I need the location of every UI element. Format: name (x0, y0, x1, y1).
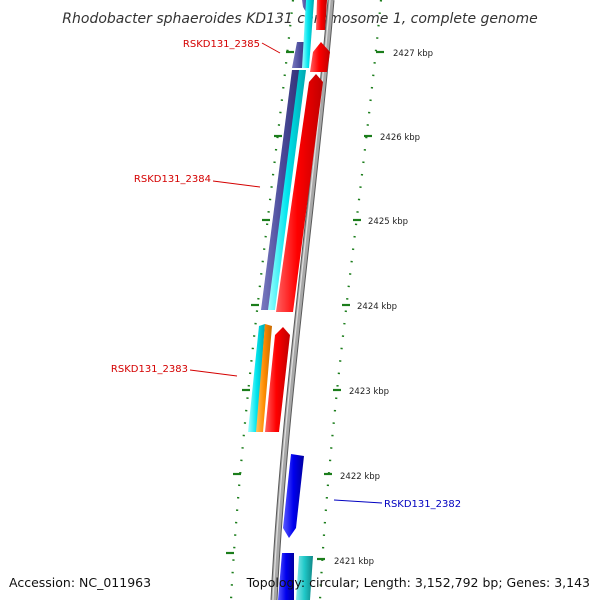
gene-label-rskd131-2382[interactable]: RSKD131_2382 (384, 499, 461, 510)
gene-rskd131-2385-red[interactable] (310, 42, 330, 72)
gene-forward-top-stub[interactable] (316, 0, 327, 30)
leader-line-2384 (212, 180, 261, 188)
scale-label-2426: 2426 kbp (380, 133, 420, 143)
map-title: Rhodobacter sphaeroides KD131 chromosome… (62, 11, 537, 27)
gene-rskd131-2383-orange[interactable] (256, 324, 272, 432)
scale-label-2422: 2422 kbp (340, 472, 380, 482)
leader-line-2383 (189, 369, 238, 377)
topology-text: Topology: circular; Length: 3,152,792 bp… (246, 575, 590, 590)
gene-rskd131-2384-red[interactable] (276, 74, 323, 312)
scale-label-2427: 2427 kbp (393, 49, 433, 59)
reverse-strand-genes (248, 0, 314, 600)
gene-label-rskd131-2383[interactable]: RSKD131_2383 (111, 364, 188, 375)
outer-tick-ring (318, 0, 383, 600)
accession-text: Accession: NC_011963 (9, 575, 151, 590)
gene-bottom-teal[interactable] (296, 556, 313, 600)
scale-label-2424: 2424 kbp (357, 302, 397, 312)
scale-label-2425: 2425 kbp (368, 217, 408, 227)
scale-labels: 2427 kbp 2426 kbp 2425 kbp 2424 kbp 2423… (334, 49, 433, 567)
gene-rskd131-2383-red[interactable] (265, 327, 290, 432)
leader-line-2382 (333, 499, 383, 504)
gene-rskd131-2383-cyan[interactable] (248, 324, 265, 432)
gene-label-rskd131-2385[interactable]: RSKD131_2385 (183, 39, 260, 50)
gene-rskd131-2382-blue[interactable] (283, 454, 304, 538)
forward-strand-genes (265, 0, 330, 538)
gene-rskd131-2385-cyan[interactable] (302, 0, 314, 68)
gene-label-rskd131-2384[interactable]: RSKD131_2384 (134, 174, 211, 185)
major-tick-marks (226, 50, 384, 561)
gene-rskd131-2384-cyan[interactable] (268, 70, 306, 310)
scale-label-2423: 2423 kbp (349, 387, 389, 397)
gene-labels: RSKD131_2385 RSKD131_2384 RSKD131_2383 R… (111, 39, 461, 510)
leader-line-2385 (261, 42, 281, 54)
gene-bottom-blue[interactable] (278, 553, 294, 600)
scale-label-2421: 2421 kbp (334, 557, 374, 567)
